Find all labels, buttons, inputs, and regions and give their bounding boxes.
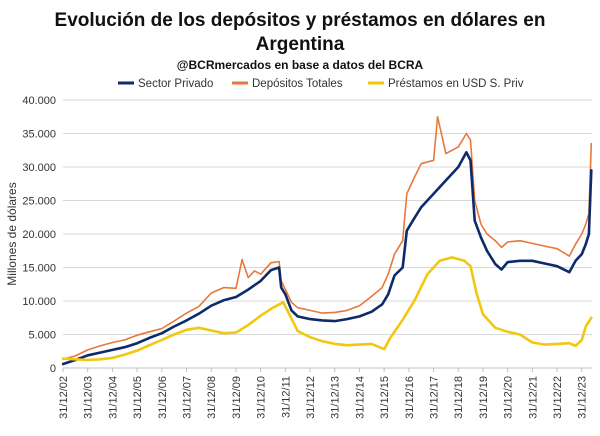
y-axis-label: Millones de dólares bbox=[5, 182, 19, 285]
x-tick-label: 31/12/09 bbox=[231, 376, 243, 419]
x-tick-label: 31/12/05 bbox=[132, 376, 144, 419]
legend-item: Sector Privado bbox=[118, 78, 213, 90]
y-tick-label: 0 bbox=[50, 363, 56, 375]
series-line-1 bbox=[62, 116, 593, 361]
y-tick-label: 15.000 bbox=[22, 263, 56, 275]
legend-label: Préstamos en USD S. Priv bbox=[388, 78, 524, 90]
x-tick-label: 31/12/02 bbox=[58, 376, 70, 419]
x-tick-label: 31/12/08 bbox=[206, 376, 218, 419]
x-tick-label: 31/12/03 bbox=[83, 376, 95, 419]
x-axis-ticks: 31/12/02 31/12/03 31/12/04 31/12/05 31/12/06… bbox=[58, 368, 589, 419]
x-tick-label: 31/12/15 bbox=[379, 376, 391, 419]
x-tick-label: 31/12/12 bbox=[305, 376, 317, 419]
legend-label: Depósitos Totales bbox=[252, 78, 343, 90]
x-tick-label: 31/12/19 bbox=[478, 376, 490, 419]
y-tick-label: 5.000 bbox=[28, 330, 56, 342]
y-tick-label: 40.000 bbox=[22, 95, 56, 107]
x-tick-label: 31/12/17 bbox=[429, 376, 441, 419]
series-line-2 bbox=[61, 256, 593, 362]
y-tick-label: 20.000 bbox=[22, 229, 56, 241]
x-tick-label: 31/12/06 bbox=[157, 376, 169, 419]
legend: Sector Privado Depósitos Totales Préstamos… bbox=[118, 78, 524, 90]
chart-subtitle: @BCRmercados en base a datos del BCRA bbox=[177, 58, 424, 72]
y-tick-label: 25.000 bbox=[22, 196, 56, 208]
y-tick-label: 30.000 bbox=[22, 162, 56, 174]
x-tick-label: 31/12/22 bbox=[552, 376, 564, 419]
x-tick-label: 31/12/16 bbox=[404, 376, 416, 419]
legend-item: Préstamos en USD S. Priv bbox=[368, 78, 524, 90]
x-tick-label: 31/12/11 bbox=[280, 376, 292, 418]
legend-item: Depósitos Totales bbox=[232, 78, 343, 90]
x-tick-label: 31/12/20 bbox=[503, 376, 515, 419]
y-tick-label: 35.000 bbox=[22, 129, 56, 141]
chart-title-line-2: Argentina bbox=[256, 34, 345, 55]
x-tick-label: 31/12/07 bbox=[181, 376, 193, 419]
x-tick-label: 31/12/10 bbox=[256, 376, 268, 419]
y-tick-label: 10.000 bbox=[22, 296, 56, 308]
gridlines bbox=[63, 99, 592, 335]
x-tick-label: 31/12/04 bbox=[107, 376, 119, 419]
legend-label: Sector Privado bbox=[138, 78, 213, 90]
y-axis-ticks: 0 5.000 10.000 15.000 20.000 25.000 30.000 35.0… bbox=[22, 95, 56, 375]
chart-title-line-1: Evolución de los depósitos y préstamos e… bbox=[55, 10, 546, 31]
x-tick-label: 31/12/14 bbox=[354, 376, 366, 419]
series-line-0 bbox=[61, 151, 593, 366]
series-lines bbox=[61, 116, 593, 366]
x-tick-label: 31/12/13 bbox=[330, 376, 342, 419]
x-tick-label: 31/12/23 bbox=[577, 376, 589, 419]
x-tick-label: 31/12/18 bbox=[453, 376, 465, 419]
x-tick-label: 31/12/21 bbox=[527, 376, 539, 419]
